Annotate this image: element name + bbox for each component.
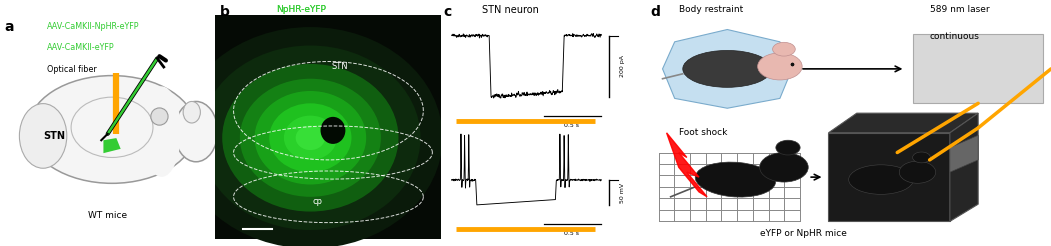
Text: 0.5 s: 0.5 s [564,231,579,236]
Text: 200 pA: 200 pA [620,55,624,77]
Ellipse shape [240,79,380,197]
Text: NpHR-eYFP: NpHR-eYFP [276,5,327,14]
FancyBboxPatch shape [215,15,441,239]
Text: Optical fiber: Optical fiber [47,65,97,74]
Ellipse shape [174,101,218,162]
FancyBboxPatch shape [913,34,1043,103]
Circle shape [912,152,930,163]
FancyBboxPatch shape [828,133,950,221]
Ellipse shape [200,46,420,230]
Polygon shape [666,133,707,197]
Circle shape [776,140,800,155]
Text: STN: STN [331,62,348,71]
Text: b: b [220,5,230,19]
Ellipse shape [142,86,181,177]
Polygon shape [950,113,978,221]
Text: NpHR-eYFP: NpHR-eYFP [276,5,327,14]
Polygon shape [950,135,978,172]
Ellipse shape [28,76,197,183]
Circle shape [321,117,346,144]
Polygon shape [662,30,792,108]
Ellipse shape [295,125,325,150]
Text: STN neuron: STN neuron [482,5,539,15]
Circle shape [758,53,802,80]
Circle shape [760,153,808,182]
Ellipse shape [19,104,67,168]
Ellipse shape [179,27,442,246]
Polygon shape [103,138,121,153]
Ellipse shape [254,91,366,184]
Ellipse shape [269,103,351,172]
Text: WT mice: WT mice [88,211,127,220]
Ellipse shape [183,101,201,123]
Text: STN:: STN: [243,5,266,14]
Text: STN:: STN: [243,5,266,14]
Circle shape [900,161,935,183]
Polygon shape [828,113,978,133]
Circle shape [772,42,796,56]
Text: d: d [651,5,660,19]
Text: 589 nm laser: 589 nm laser [930,5,989,14]
Ellipse shape [849,165,913,194]
Text: AAV-CaMKII-eYFP: AAV-CaMKII-eYFP [47,43,115,52]
Text: cp: cp [312,197,323,206]
Text: continuous: continuous [930,32,980,41]
Text: 0.5 s: 0.5 s [564,123,579,128]
Ellipse shape [683,50,771,87]
Circle shape [151,108,168,125]
Ellipse shape [222,64,398,212]
Text: STN: STN [43,131,65,141]
Text: c: c [444,5,452,19]
Text: AAV-CaMKII-NpHR-eYFP: AAV-CaMKII-NpHR-eYFP [47,22,140,31]
Text: eYFP or NpHR mice: eYFP or NpHR mice [760,229,846,238]
Ellipse shape [284,116,336,160]
Text: 50 mV: 50 mV [620,183,624,202]
Text: a: a [4,20,14,34]
Text: Foot shock: Foot shock [679,128,727,137]
Text: Body restraint: Body restraint [679,5,743,14]
Ellipse shape [695,162,776,197]
